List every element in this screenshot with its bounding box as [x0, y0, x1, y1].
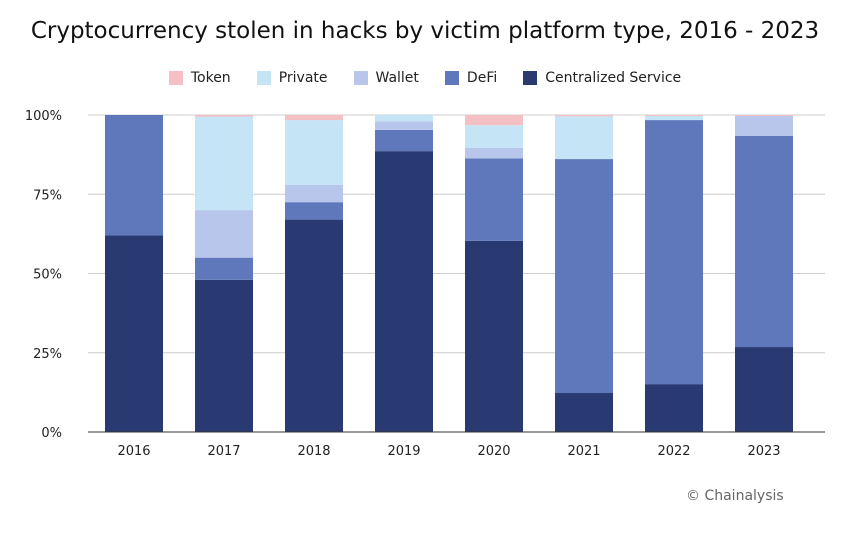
x-tick-label: 2018 — [297, 444, 330, 459]
bar-segment-centralized-service — [105, 235, 163, 432]
bar-segment-defi — [195, 257, 253, 280]
bar-segment-private — [555, 116, 613, 160]
x-tick-label: 2016 — [117, 444, 150, 459]
x-tick-label: 2017 — [207, 444, 240, 459]
legend-label: Centralized Service — [545, 70, 682, 86]
bar-segment-private — [285, 120, 343, 185]
y-tick-label: 0% — [41, 426, 62, 441]
y-tick-label: 25% — [33, 347, 62, 362]
bar-segment-private — [645, 115, 703, 121]
bar-segment-centralized-service — [555, 393, 613, 432]
legend: Token Private Wallet DeFi Centralized Servic… — [0, 70, 850, 86]
bar-segment-wallet — [285, 184, 343, 203]
bar-segment-wallet — [735, 115, 793, 136]
x-tick-label: 2020 — [477, 444, 510, 459]
chart-title: Cryptocurrency stolen in hacks by victim… — [30, 18, 820, 44]
bar-segment-token — [465, 115, 523, 126]
bar-segment-centralized-service — [375, 151, 433, 432]
x-tick-label: 2019 — [387, 444, 420, 459]
bar-segment-defi — [645, 120, 703, 385]
bar-segment-private — [375, 115, 433, 122]
legend-item: Private — [256, 70, 328, 86]
bar-segment-private — [465, 125, 523, 148]
y-tick-label: 75% — [33, 188, 62, 203]
legend-swatch — [444, 71, 459, 85]
x-tick-label: 2023 — [747, 444, 780, 459]
legend-swatch — [353, 71, 368, 85]
legend-label: Private — [278, 70, 328, 86]
y-tick-label: 50% — [33, 268, 62, 283]
bar-segment-defi — [375, 129, 433, 152]
legend-item: Centralized Service — [523, 70, 681, 86]
bar-segment-defi — [555, 159, 613, 394]
legend-swatch — [256, 71, 271, 85]
bar-segment-centralized-service — [465, 240, 523, 432]
legend-item: DeFi — [444, 70, 498, 86]
bar-segment-centralized-service — [195, 279, 253, 432]
y-tick-label: 100% — [25, 109, 62, 124]
bar-segment-centralized-service — [285, 219, 343, 432]
bar-segment-token — [195, 115, 253, 117]
bar-segment-token — [735, 115, 793, 116]
legend-label: DeFi — [466, 70, 498, 86]
legend-label: Wallet — [375, 70, 419, 86]
bar-segment-wallet — [375, 121, 433, 130]
x-tick-label: 2022 — [657, 444, 690, 459]
bar-segment-token — [285, 115, 343, 121]
legend-swatch — [523, 71, 538, 85]
bar-segment-defi — [285, 202, 343, 220]
legend-item: Token — [168, 70, 231, 86]
source-credit: © Chainalysis — [686, 488, 784, 504]
bar-segment-defi — [465, 158, 523, 241]
legend-swatch — [168, 71, 183, 85]
bar-segment-token — [555, 115, 613, 117]
bar-segment-wallet — [465, 147, 523, 159]
x-tick-label: 2021 — [567, 444, 600, 459]
legend-label: Token — [190, 70, 231, 86]
bar-segment-token — [645, 115, 703, 116]
bar-segment-wallet — [195, 210, 253, 258]
bar-segment-defi — [105, 115, 163, 236]
bar-segment-centralized-service — [735, 347, 793, 432]
legend-item: Wallet — [353, 70, 419, 86]
bar-segment-defi — [735, 135, 793, 348]
bar-segment-private — [195, 116, 253, 211]
bar-segment-centralized-service — [645, 384, 703, 432]
